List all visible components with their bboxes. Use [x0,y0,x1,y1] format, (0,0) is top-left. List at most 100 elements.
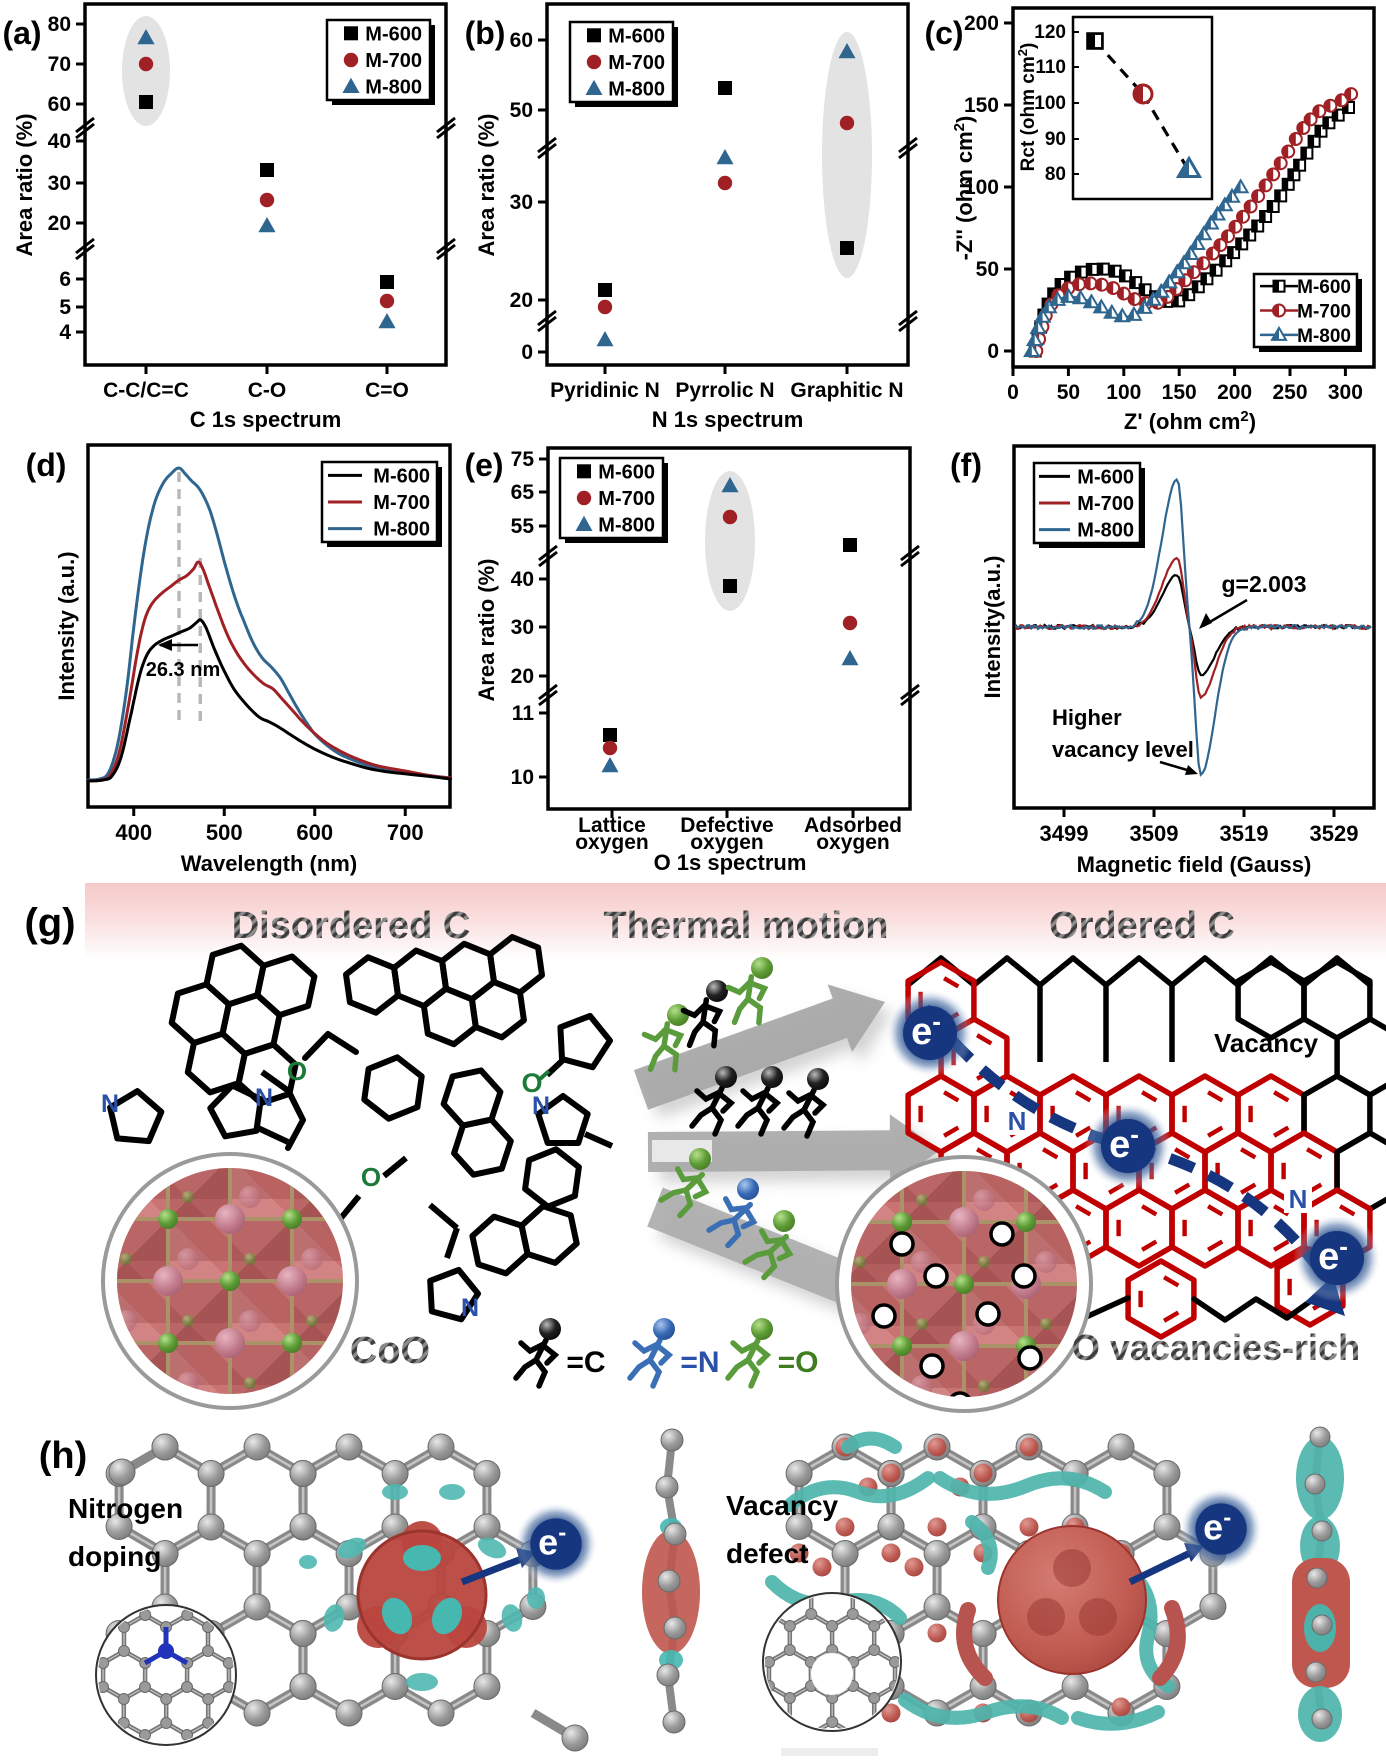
svg-text:80: 80 [1045,164,1066,185]
svg-text:50: 50 [976,258,999,281]
svg-text:oxygen: oxygen [816,831,890,854]
svg-text:4: 4 [59,321,71,344]
svg-text:O: O [287,1056,307,1086]
svg-text:110: 110 [1035,57,1066,78]
svg-text:M-800: M-800 [1297,326,1351,347]
svg-text:3499: 3499 [1040,821,1089,846]
svg-text:(f): (f) [950,447,982,483]
svg-text:Rct (ohm cm2): Rct (ohm cm2) [1015,43,1039,172]
svg-text:200: 200 [1217,381,1252,404]
svg-text:50: 50 [1057,381,1080,404]
svg-text:Intensity (a.u.): Intensity (a.u.) [54,551,79,700]
svg-text:C-O: C-O [248,379,287,402]
svg-text:90: 90 [1045,129,1066,150]
svg-text:Graphitic N: Graphitic N [790,379,903,402]
svg-text:40: 40 [511,568,534,591]
svg-text:-Z'' (ohm cm2): -Z'' (ohm cm2) [951,116,977,261]
svg-text:400: 400 [115,820,152,845]
svg-text:M-600: M-600 [608,25,665,47]
svg-text:10: 10 [511,766,534,789]
svg-text:N: N [532,1092,550,1120]
svg-text:M-800: M-800 [598,515,655,537]
svg-text:Vacancy: Vacancy [726,1490,839,1521]
svg-text:M-700: M-700 [373,492,430,514]
svg-text:(e): (e) [464,447,503,483]
svg-text:N: N [1008,1106,1027,1136]
svg-text:250: 250 [1272,381,1307,404]
svg-text:g=2.003: g=2.003 [1221,571,1306,597]
svg-text:Magnetic field (Gauss): Magnetic field (Gauss) [1077,852,1312,877]
svg-text:30: 30 [511,616,534,639]
svg-text:C=O: C=O [365,379,409,402]
svg-text:CoO: CoO [350,1330,430,1372]
svg-text:(c): (c) [924,15,963,51]
svg-text:6: 6 [59,268,71,291]
svg-text:=C: =C [566,1346,605,1379]
svg-text:M-700: M-700 [1077,493,1134,515]
svg-text:=O: =O [778,1346,819,1379]
svg-text:Pyrrolic N: Pyrrolic N [675,379,774,402]
svg-text:(d): (d) [26,447,67,483]
svg-text:60: 60 [48,93,71,116]
svg-text:20: 20 [48,212,71,235]
svg-text:30: 30 [510,191,533,214]
svg-text:5: 5 [59,296,71,319]
svg-text:30: 30 [48,172,71,195]
svg-text:40: 40 [48,130,71,153]
svg-text:700: 700 [387,820,424,845]
svg-text:100: 100 [1034,93,1066,114]
svg-text:O: O [361,1162,381,1192]
svg-text:M-700: M-700 [598,488,655,510]
svg-text:150: 150 [1162,381,1197,404]
svg-text:500: 500 [206,820,243,845]
svg-text:M-800: M-800 [373,519,430,541]
svg-text:150: 150 [964,94,999,117]
svg-text:M-700: M-700 [1297,302,1351,323]
svg-text:defect: defect [726,1538,808,1569]
svg-text:N: N [101,1090,119,1118]
svg-text:M-600: M-600 [373,465,430,487]
svg-text:Ordered C: Ordered C [1049,905,1235,947]
svg-text:doping: doping [68,1541,161,1572]
svg-text:M-800: M-800 [1077,520,1134,542]
svg-text:C 1s spectrum: C 1s spectrum [190,407,342,432]
svg-text:M-700: M-700 [365,50,422,72]
svg-text:(a): (a) [2,15,41,51]
svg-text:55: 55 [511,515,535,538]
svg-text:N: N [255,1084,273,1112]
svg-text:11: 11 [512,702,535,725]
svg-text:O vacancies-rich: O vacancies-rich [1072,1327,1360,1368]
svg-text:Wavelength (nm): Wavelength (nm) [181,851,357,876]
svg-text:Vacancy: Vacancy [1214,1028,1319,1058]
svg-text:3529: 3529 [1310,821,1359,846]
svg-text:Nitrogen: Nitrogen [68,1493,183,1524]
svg-text:3509: 3509 [1130,821,1179,846]
svg-text:0: 0 [987,340,999,363]
svg-text:20: 20 [510,289,533,312]
svg-text:M-600: M-600 [1077,466,1134,488]
svg-text:(h): (h) [39,1435,88,1477]
svg-text:(b): (b) [465,15,506,51]
svg-text:Z' (ohm cm2): Z' (ohm cm2) [1124,408,1256,434]
svg-text:70: 70 [48,53,71,76]
svg-text:N 1s spectrum: N 1s spectrum [652,407,804,432]
svg-text:N: N [1289,1184,1308,1214]
svg-text:50: 50 [510,99,533,122]
svg-text:Higher: Higher [1052,705,1122,730]
svg-text:(g): (g) [24,901,75,945]
svg-text:C-C/C=C: C-C/C=C [103,379,189,402]
svg-text:120: 120 [1034,22,1066,43]
svg-text:3519: 3519 [1220,821,1269,846]
svg-text:26.3 nm: 26.3 nm [146,659,220,681]
svg-text:Area ratio (%): Area ratio (%) [12,113,37,256]
svg-text:Area ratio (%): Area ratio (%) [474,558,499,701]
svg-text:Disordered C: Disordered C [232,905,471,947]
svg-text:M-600: M-600 [365,23,422,45]
svg-text:M-800: M-800 [608,79,665,101]
svg-text:80: 80 [48,13,71,36]
svg-text:N: N [461,1294,479,1322]
svg-text:300: 300 [1328,381,1363,404]
svg-text:Area ratio (%): Area ratio (%) [474,113,499,256]
svg-text:M-600: M-600 [598,461,655,483]
svg-text:Pyridinic N: Pyridinic N [550,379,660,402]
